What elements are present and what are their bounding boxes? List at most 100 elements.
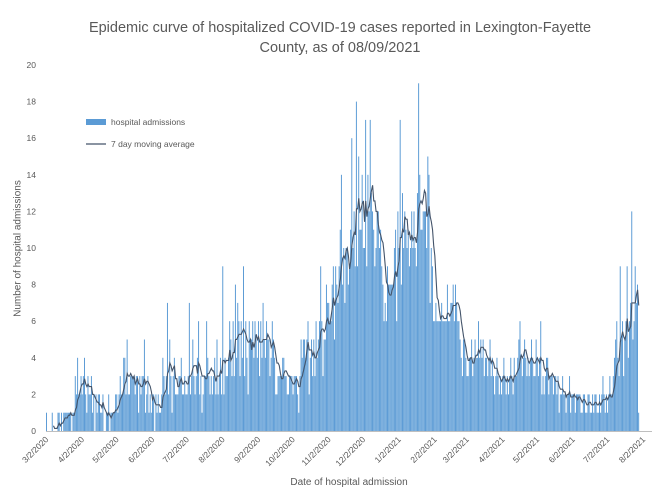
bar [631, 211, 633, 431]
bar [145, 412, 147, 431]
bar [82, 376, 84, 431]
x-tick-label: 5/2/2020 [90, 434, 121, 465]
bar [203, 376, 205, 431]
bar [158, 412, 160, 431]
bar [620, 339, 622, 431]
bar [638, 412, 640, 431]
bar [387, 266, 388, 431]
bar [252, 321, 254, 431]
bar [110, 412, 112, 431]
bar [241, 357, 243, 431]
bar [426, 248, 428, 431]
bar [481, 357, 483, 431]
bar [120, 394, 122, 431]
bar [168, 394, 170, 431]
bar [584, 394, 586, 431]
bar [544, 376, 546, 431]
bar [67, 412, 69, 431]
bar [420, 229, 422, 431]
bar [332, 266, 334, 431]
bar [542, 376, 544, 431]
bar [460, 357, 462, 431]
bar [85, 394, 87, 431]
bar [633, 321, 635, 431]
bar [429, 302, 431, 431]
bar [579, 394, 581, 431]
bar [126, 339, 128, 431]
bar [540, 321, 542, 431]
bar [257, 321, 259, 431]
bar [422, 211, 424, 431]
x-tick-label: 8/2/2021 [617, 434, 648, 465]
bar [137, 376, 138, 431]
bar [346, 248, 348, 431]
bar [218, 376, 220, 431]
bar [570, 412, 572, 431]
bar [132, 376, 134, 431]
bar [70, 412, 72, 431]
bar [534, 376, 536, 431]
bar [224, 357, 226, 431]
bar [186, 394, 188, 431]
bar [610, 394, 612, 431]
x-tick-label: 5/2/2021 [511, 434, 542, 465]
bar [316, 357, 318, 431]
bar [309, 357, 311, 431]
bar [210, 376, 212, 431]
bar [362, 248, 364, 431]
bar [99, 394, 100, 431]
bar [244, 376, 246, 431]
bar [599, 394, 600, 431]
bar [279, 376, 281, 431]
bar [623, 376, 625, 431]
bar [234, 284, 236, 431]
bar [338, 266, 340, 431]
bar [493, 376, 494, 431]
bar [595, 394, 597, 431]
bar [113, 412, 115, 431]
bar [284, 376, 286, 431]
bar [381, 266, 383, 431]
bar [592, 394, 594, 431]
x-tick-label: 3/2/2021 [440, 434, 471, 465]
bar [169, 339, 171, 431]
bar [486, 357, 488, 431]
bar [509, 376, 511, 431]
bar [535, 339, 537, 431]
bar [156, 412, 158, 431]
bar [200, 376, 202, 431]
bar [161, 394, 163, 431]
bar [457, 321, 459, 431]
bar [389, 284, 391, 431]
bar [89, 394, 91, 431]
bar [314, 376, 316, 431]
bar [427, 156, 429, 431]
bar [472, 376, 474, 431]
bar [312, 376, 314, 431]
bar [92, 412, 94, 431]
bar [607, 412, 609, 431]
bar [130, 376, 132, 431]
bar [615, 339, 617, 431]
bar [320, 266, 322, 431]
bar [281, 376, 283, 431]
bar [573, 394, 575, 431]
bar [296, 376, 297, 431]
bar [416, 193, 418, 431]
bar [398, 248, 400, 431]
bar [239, 376, 241, 431]
bar [582, 394, 584, 431]
bar [503, 357, 505, 431]
bar [285, 376, 287, 431]
bar [259, 376, 261, 431]
bar [555, 376, 557, 431]
bar [593, 412, 595, 431]
bar [466, 376, 468, 431]
bar [112, 412, 114, 431]
bar [123, 357, 125, 431]
bar [377, 211, 379, 431]
bar [57, 412, 59, 431]
bar [370, 193, 372, 431]
bar [142, 376, 144, 431]
bar [626, 266, 628, 431]
